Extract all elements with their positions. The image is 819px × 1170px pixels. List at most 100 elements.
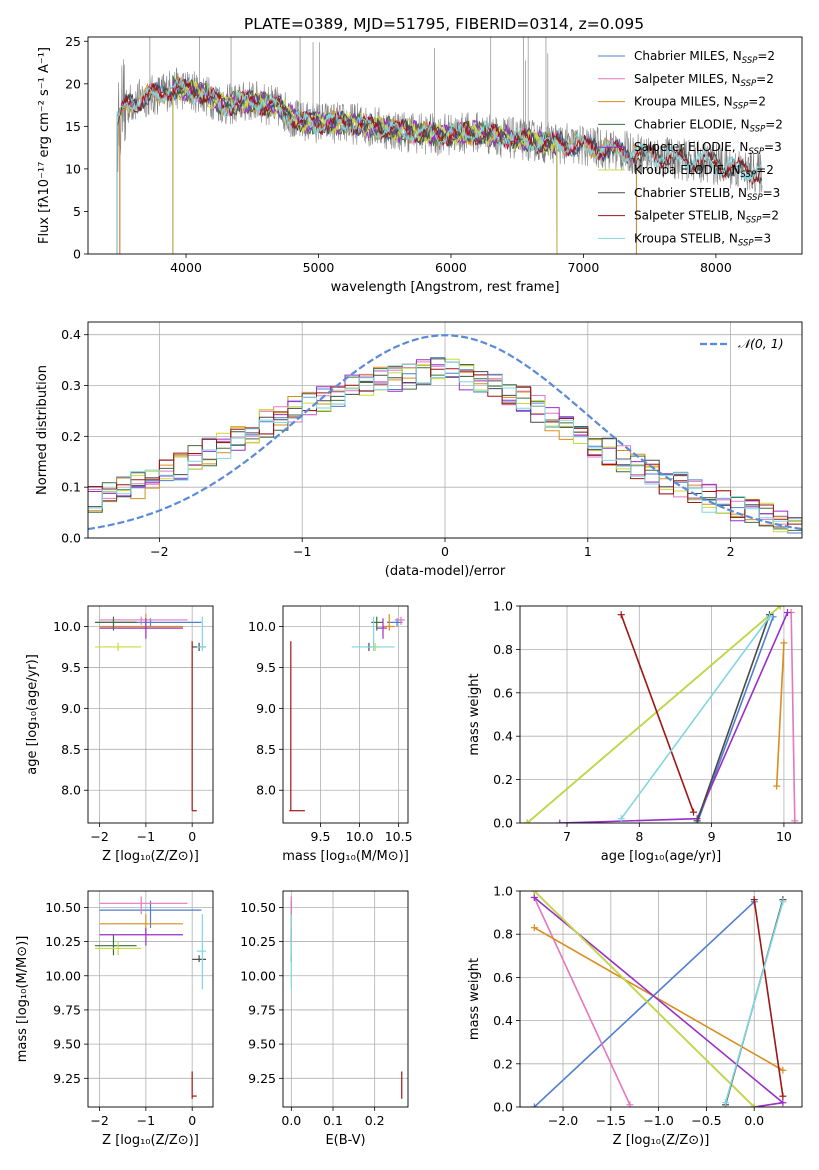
legend-suffix: =3: [763, 186, 781, 200]
model-spectrum: [172, 78, 558, 254]
x-tick-label: −2.0: [548, 1113, 578, 1128]
axes-frame: [87, 36, 803, 255]
y-axis-label: Flux [fλ10⁻¹⁷ erg cm⁻² s⁻¹ A⁻¹]: [37, 47, 52, 244]
x-axis-label: mass [log₁₀(M/M⊙)]: [282, 849, 409, 864]
legend-subscript: SSP: [748, 147, 764, 157]
weight-line: [620, 616, 771, 820]
frame-spectrum: 4000 5000 6000 7000 8000 0 5 10 15 20 25 wavelength…: [37, 34, 803, 295]
weight-line: [790, 612, 796, 821]
normal-curve: [88, 334, 802, 531]
y-tick-label: 9.75: [53, 1002, 81, 1017]
legend-subscript: SSP: [747, 193, 763, 203]
x-tick-label: 10.5: [385, 829, 413, 844]
y-tick-label: 10: [65, 161, 81, 176]
x-tick-label: 8: [635, 829, 643, 844]
y-tick-label: 10.00: [240, 968, 276, 983]
legend-suffix: =2: [765, 117, 783, 131]
plot-area-weight-vs-age: [523, 606, 799, 823]
legend-label: Kroupa ELODIE, NSSP=2: [634, 163, 774, 180]
axes-mass-vs-EBV: [283, 891, 408, 1107]
axes-spectrum: [116, 37, 763, 254]
plot-area-residuals: [88, 334, 802, 536]
y-tick-label: 9.25: [53, 1071, 81, 1086]
y-tick-label: 8.5: [61, 742, 81, 757]
x-tick-label: −0.5: [691, 1113, 721, 1128]
frame-age-vs-Z: −2 −1 0 8.0 8.5 9.0 9.5 10.0 Z [log₁₀(Z/Z⊙)] age …: [25, 605, 214, 864]
x-axis-label: Z [log₁₀(Z/Z⊙)]: [102, 849, 199, 864]
y-tick-label: 10.50: [240, 900, 276, 915]
y-tick-label: 10.25: [240, 934, 276, 949]
y-tick-label: 0.8: [493, 642, 513, 657]
x-tick-label: 10.0: [346, 829, 374, 844]
axes-frame: [87, 890, 214, 1108]
frame-residuals: −2 −1 0 1 2 0.0 0.1 0.2 0.3 0.4 (data-model)/error…: [35, 321, 803, 579]
x-tick-label: 0: [188, 829, 196, 844]
frame-age-vs-mass: 9.5 10.0 10.5 8.0 8.5 9.0 9.5 10.0 mass [log₁₀(M…: [248, 605, 413, 864]
axes-age-vs-mass: [283, 606, 408, 823]
x-tick-label: 9: [708, 829, 716, 844]
legend-label: Kroupa MILES, NSSP=2: [634, 95, 766, 112]
axes-age-vs-Z: [88, 606, 213, 823]
x-axis-label: wavelength [Angstrom, rest frame]: [331, 280, 560, 295]
legend-label: Chabrier MILES, NSSP=2: [634, 49, 775, 66]
x-tick-label: −1: [293, 544, 311, 559]
model-spectrum: [116, 77, 763, 254]
legend-suffix: =2: [756, 72, 774, 86]
legend-label: Salpeter ELODIE, NSSP=3: [634, 140, 782, 157]
y-tick-label: 9.50: [248, 1037, 276, 1052]
x-tick-label: −1: [137, 1113, 155, 1128]
x-tick-label: 0.0: [744, 1113, 764, 1128]
y-tick-label: 20: [65, 76, 81, 91]
x-tick-label: 10: [776, 829, 792, 844]
y-axis-label: Normed distribution: [35, 365, 50, 495]
axes-weight-vs-Z: [520, 890, 802, 1108]
y-tick-label: 10.0: [53, 619, 81, 634]
legend-label: Salpeter STELIB, NSSP=2: [634, 209, 779, 226]
y-tick-label: 15: [65, 119, 81, 134]
frame-weight-vs-age: 7 8 9 10 0.0 0.2 0.4 0.6 0.8 1.0 age [log₁₀(age/yr…: [467, 599, 803, 864]
legend-subscript: SSP: [742, 56, 758, 66]
x-tick-label: 9.5: [311, 829, 331, 844]
axes-frame: [519, 890, 803, 1108]
y-tick-label: 8.5: [256, 742, 276, 757]
residual-histogram: [88, 361, 802, 522]
y-tick-label: 0.4: [61, 327, 81, 342]
y-tick-label: 9.75: [248, 1002, 276, 1017]
legend-label: Chabrier ELODIE, NSSP=2: [634, 117, 783, 134]
legend-subscript: SSP: [733, 102, 749, 112]
legend-suffix: =3: [754, 231, 772, 245]
legend-subscript: SSP: [738, 238, 754, 248]
y-tick-label: 0.6: [493, 685, 513, 700]
plot-area-weight-vs-Z: [530, 891, 787, 1107]
y-tick-label: 0.0: [61, 531, 81, 546]
y-tick-label: 0.0: [493, 1100, 513, 1115]
y-tick-label: 9.5: [61, 660, 81, 675]
plot-area-mass-vs-EBV: [290, 896, 403, 1099]
x-axis-label: age [log₁₀(age/yr)]: [601, 849, 722, 864]
weight-line: [533, 901, 755, 1107]
y-tick-label: 10.00: [45, 968, 81, 983]
y-tick-label: 0.2: [493, 1056, 513, 1071]
y-tick-label: 10.50: [45, 900, 81, 915]
frame-mass-vs-EBV: 0.0 0.1 0.2 9.25 9.50 9.75 10.00 10.25 10.50 E(B-…: [240, 890, 409, 1148]
legend-subscript: SSP: [741, 79, 757, 89]
plot-area-spectrum: [116, 37, 763, 254]
axes-frame: [282, 890, 409, 1108]
y-tick-label: 9.25: [248, 1071, 276, 1086]
y-tick-label: 9.50: [53, 1037, 81, 1052]
y-axis-label: mass [log₁₀(M/M⊙)]: [15, 936, 30, 1063]
y-tick-label: 8.0: [61, 783, 81, 798]
legend-suffix: =2: [756, 163, 774, 177]
y-tick-label: 1.0: [493, 599, 513, 614]
x-tick-label: 0.0: [281, 1113, 301, 1128]
legend-name: Chabrier MILES, N: [634, 49, 742, 63]
legend-label: Kroupa STELIB, NSSP=3: [634, 231, 771, 248]
legend-name: Kroupa STELIB, N: [634, 231, 738, 245]
weight-line: [753, 899, 784, 1097]
legend-subscript: SSP: [750, 124, 766, 134]
weight-line: [696, 614, 771, 822]
x-tick-label: 7: [563, 829, 571, 844]
y-tick-label: 0.2: [493, 772, 513, 787]
y-tick-label: 0.3: [61, 378, 81, 393]
